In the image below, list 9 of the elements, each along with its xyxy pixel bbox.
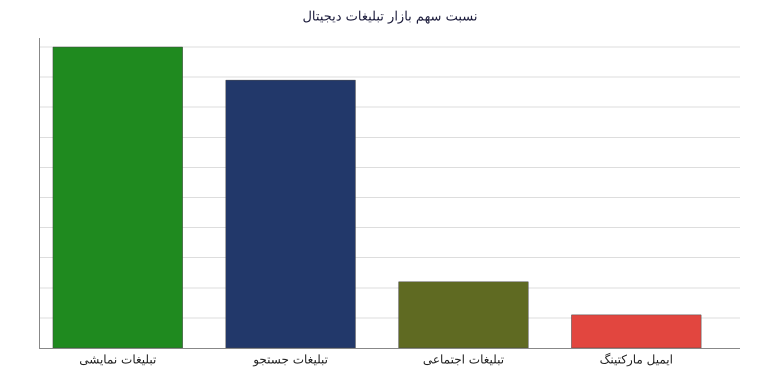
x-tick-label: ایمیل مارکتینگ bbox=[600, 352, 673, 366]
bar bbox=[398, 282, 529, 348]
bar bbox=[571, 314, 702, 348]
x-tick-label: تبلیغات جستجو bbox=[252, 352, 328, 366]
x-tick-label: تبلیغات اجتماعی bbox=[422, 352, 504, 366]
x-tick-label: تبلیغات نمایشی bbox=[79, 352, 156, 366]
bar bbox=[52, 46, 183, 348]
chart-title: نسبت سهم بازار تبلیغات دیجیتال bbox=[302, 10, 478, 24]
bar bbox=[226, 80, 356, 348]
